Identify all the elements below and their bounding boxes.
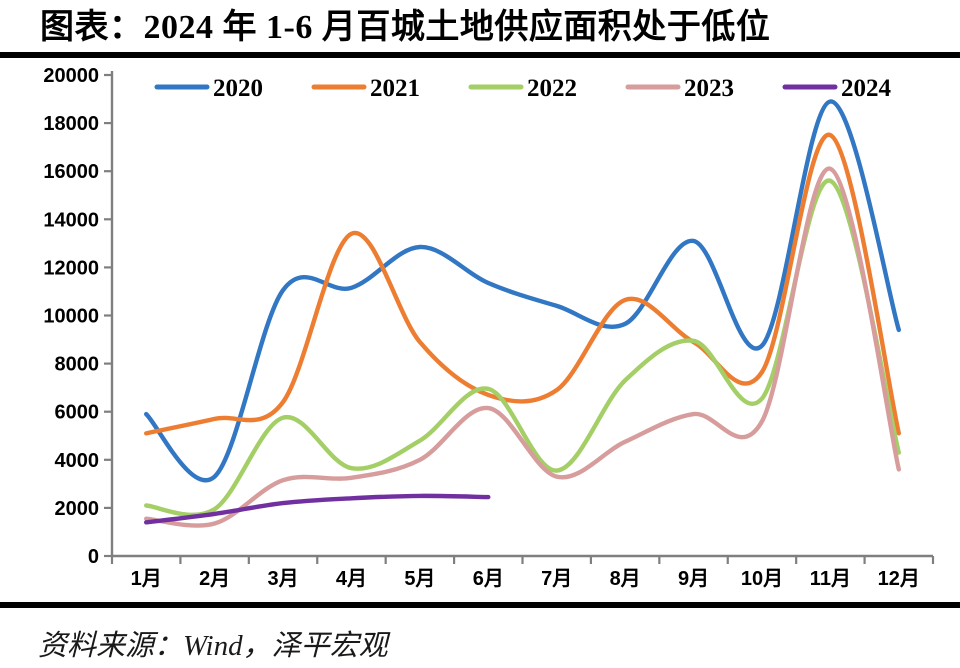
x-tick-label: 4月	[336, 568, 367, 590]
series-line-2023	[144, 166, 901, 528]
chart-area: 0 2000 4000 6000 8000 10000 12000 14000 16000 180…	[0, 58, 960, 602]
y-tick-label: 8000	[55, 354, 100, 376]
y-tick-label: 16000	[43, 161, 99, 183]
x-tick-label: 6月	[473, 568, 504, 590]
x-tick-label: 12月	[878, 568, 920, 590]
y-tick-label: 4000	[55, 450, 100, 472]
y-tick-label: 14000	[43, 209, 99, 231]
series-line-2020	[144, 99, 901, 483]
chart-svg: 0 2000 4000 6000 8000 10000 12000 14000 16000 180…	[43, 65, 935, 590]
y-tick-label: 12000	[43, 257, 99, 279]
x-tick-label: 1月	[131, 568, 162, 590]
x-tick-label: 11月	[810, 568, 851, 590]
y-tick-label: 6000	[55, 402, 100, 424]
legend-label-2022: 2022	[527, 75, 577, 102]
source-note: 资料来源：Wind，泽平宏观	[38, 630, 388, 662]
y-tick-label: 20000	[43, 65, 99, 87]
legend-label-2023: 2023	[684, 75, 734, 102]
y-tick-label: 2000	[55, 498, 100, 520]
y-tick-label: 10000	[43, 306, 99, 328]
x-tick-label: 9月	[678, 568, 709, 590]
legend-label-2024: 2024	[841, 75, 892, 102]
x-tick-label: 5月	[404, 568, 435, 590]
title-divider	[0, 52, 960, 58]
x-tick-label: 7月	[541, 568, 572, 590]
series-line-2024	[144, 493, 491, 525]
footer-divider	[0, 602, 960, 608]
legend-label-2021: 2021	[370, 75, 420, 102]
x-tick-label: 8月	[610, 568, 641, 590]
x-tick-label: 3月	[267, 568, 298, 590]
x-tick-label: 10月	[741, 568, 783, 590]
chart-title: 图表：2024 年 1-6 月百城土地供应面积处于低位	[40, 9, 771, 46]
x-tick-label: 2月	[199, 568, 230, 590]
y-tick-label: 0	[88, 546, 99, 568]
series-line-2021	[144, 132, 901, 436]
legend-label-2020: 2020	[213, 75, 263, 102]
y-tick-label: 18000	[43, 113, 99, 135]
